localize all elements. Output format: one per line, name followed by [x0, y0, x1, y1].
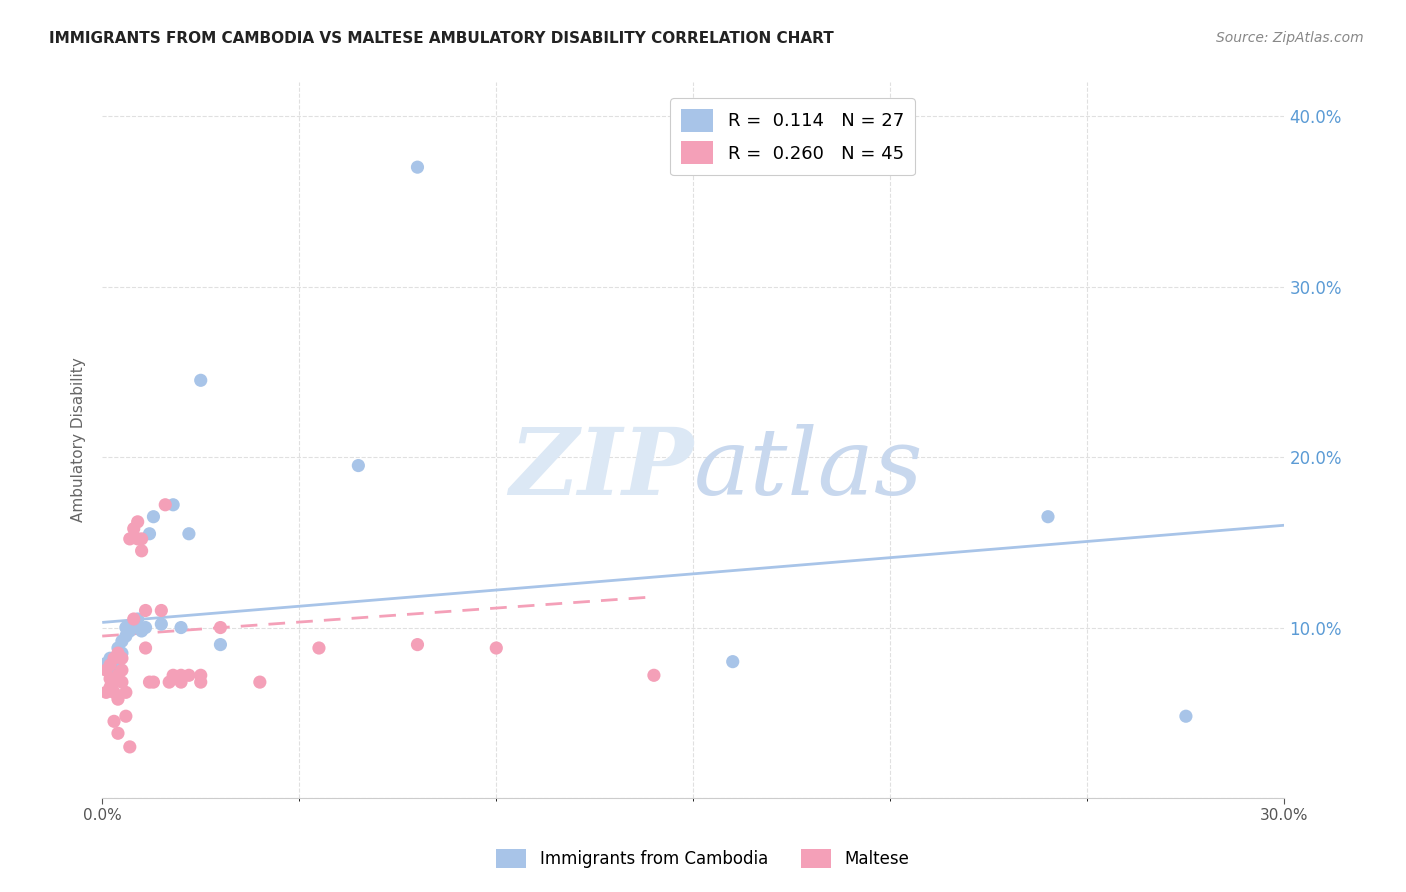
Point	[170, 668, 193, 682]
Point	[115, 629, 138, 643]
Point	[1174, 709, 1197, 723]
Y-axis label: Ambulatory Disability: Ambulatory Disability	[72, 358, 86, 523]
Point	[209, 638, 232, 652]
Point	[135, 603, 157, 617]
Point	[111, 646, 134, 660]
Point	[118, 624, 141, 638]
Point	[94, 657, 117, 671]
Point	[127, 612, 149, 626]
Point	[111, 663, 134, 677]
Point	[485, 640, 508, 655]
Point	[103, 651, 125, 665]
Point	[155, 498, 177, 512]
Point	[170, 675, 193, 690]
Point	[103, 685, 125, 699]
Point	[131, 624, 153, 638]
Point	[170, 621, 193, 635]
Point	[107, 646, 129, 660]
Point	[107, 726, 129, 740]
Point	[190, 373, 212, 387]
Point	[643, 668, 665, 682]
Point	[190, 668, 212, 682]
Point	[308, 640, 330, 655]
Point	[103, 663, 125, 677]
Point	[190, 675, 212, 690]
Point	[406, 160, 429, 174]
Point	[111, 675, 134, 690]
Point	[142, 675, 165, 690]
Legend: Immigrants from Cambodia, Maltese: Immigrants from Cambodia, Maltese	[489, 842, 917, 875]
Point	[111, 634, 134, 648]
Point	[138, 675, 160, 690]
Point	[209, 621, 232, 635]
Point	[162, 668, 184, 682]
Point	[115, 685, 138, 699]
Point	[150, 603, 173, 617]
Point	[103, 675, 125, 690]
Point	[127, 532, 149, 546]
Point	[150, 617, 173, 632]
Point	[115, 621, 138, 635]
Point	[347, 458, 370, 473]
Point	[107, 692, 129, 706]
Point	[103, 714, 125, 729]
Text: IMMIGRANTS FROM CAMBODIA VS MALTESE AMBULATORY DISABILITY CORRELATION CHART: IMMIGRANTS FROM CAMBODIA VS MALTESE AMBU…	[49, 31, 834, 46]
Point	[107, 640, 129, 655]
Point	[122, 617, 145, 632]
Point	[131, 532, 153, 546]
Point	[162, 498, 184, 512]
Text: Source: ZipAtlas.com: Source: ZipAtlas.com	[1216, 31, 1364, 45]
Text: atlas: atlas	[693, 424, 922, 514]
Point	[94, 685, 117, 699]
Point	[406, 638, 429, 652]
Point	[1036, 509, 1059, 524]
Point	[118, 532, 141, 546]
Legend: R =  0.114   N = 27, R =  0.260   N = 45: R = 0.114 N = 27, R = 0.260 N = 45	[671, 98, 915, 175]
Point	[122, 522, 145, 536]
Point	[111, 651, 134, 665]
Point	[94, 663, 117, 677]
Point	[98, 680, 121, 694]
Point	[107, 658, 129, 673]
Point	[138, 526, 160, 541]
Point	[122, 612, 145, 626]
Point	[721, 655, 744, 669]
Point	[177, 526, 200, 541]
Point	[135, 640, 157, 655]
Point	[98, 658, 121, 673]
Point	[249, 675, 271, 690]
Point	[98, 651, 121, 665]
Point	[115, 709, 138, 723]
Point	[135, 621, 157, 635]
Point	[131, 544, 153, 558]
Point	[142, 509, 165, 524]
Point	[107, 668, 129, 682]
Point	[98, 672, 121, 686]
Point	[118, 739, 141, 754]
Point	[177, 668, 200, 682]
Text: ZIP: ZIP	[509, 424, 693, 514]
Point	[157, 675, 180, 690]
Point	[127, 515, 149, 529]
